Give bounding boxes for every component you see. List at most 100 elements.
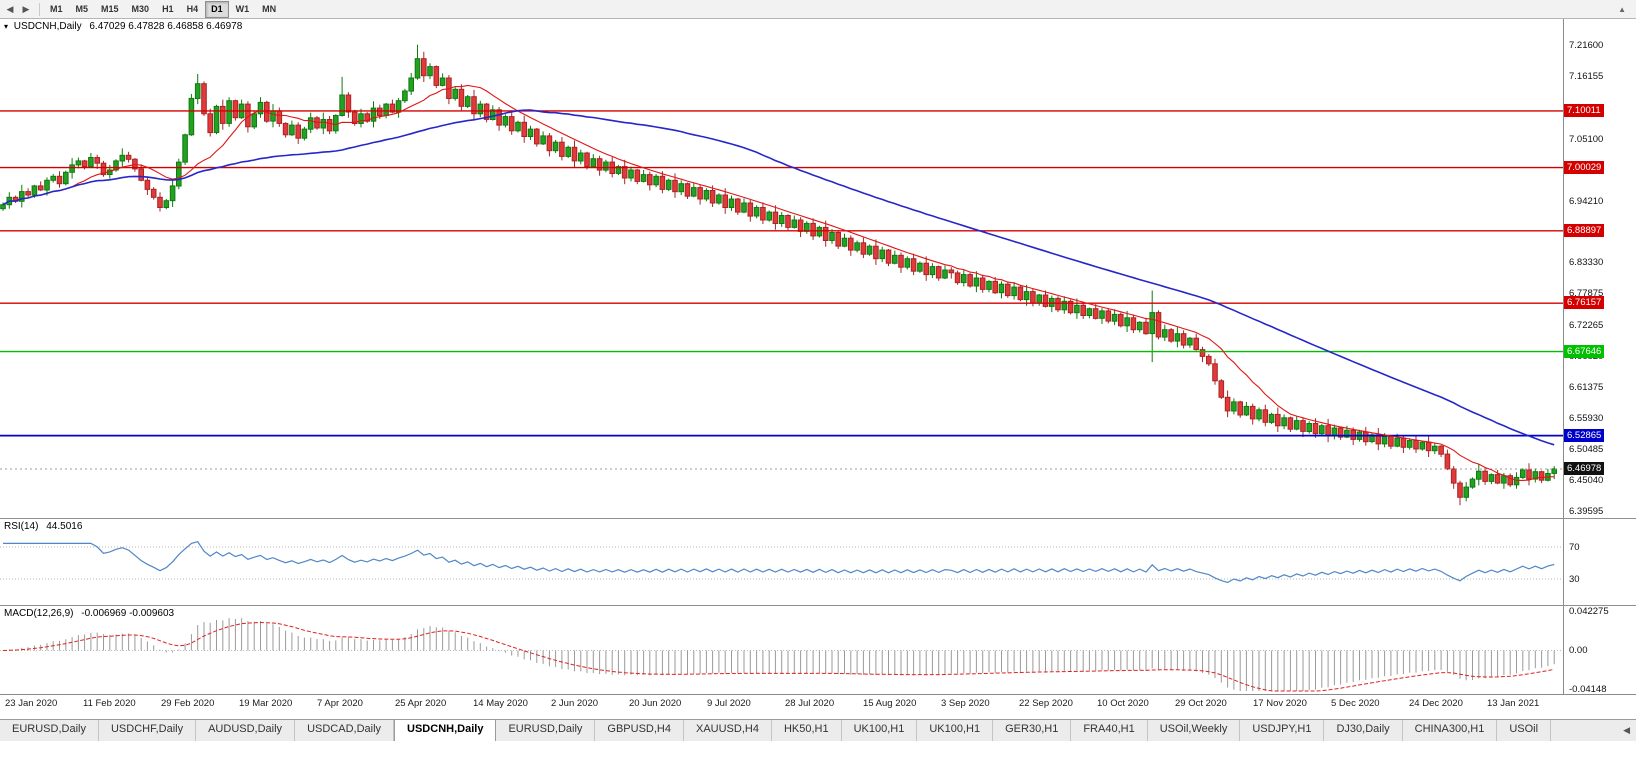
time-axis[interactable]: 23 Jan 2020 11 Feb 2020 29 Feb 2020 19 Mar … <box>0 694 1636 713</box>
timeframe-button-m5[interactable]: M5 <box>75 3 89 14</box>
macd-label: MACD(12,26,9) -0.006969 -0.009603 <box>4 608 174 619</box>
date-label: 9 Jul 2020 <box>707 698 751 709</box>
hline-price-badge: 6.67646 <box>1564 345 1605 358</box>
timeframe-button-m1[interactable]: M1 <box>50 3 63 14</box>
timeframe-button-d1[interactable]: D1 <box>205 0 229 18</box>
price-axis-tick: 6.61375 <box>1569 382 1604 393</box>
price-axis[interactable]: 7.21600 7.16155 7.05100 6.94210 6.83330 6.778… <box>1563 19 1636 518</box>
chart-tab[interactable]: UK100,H1 <box>917 720 994 741</box>
macd-axis: 0.042275 0.00 -0.04148 <box>1563 606 1636 695</box>
timeframe-button-w1[interactable]: W1 <box>235 3 250 14</box>
timeframe-button-mn[interactable]: MN <box>262 3 277 14</box>
price-axis-tick: 6.72265 <box>1569 320 1604 331</box>
rsi-axis-tick: 70 <box>1569 542 1580 553</box>
hline-price-badge: 7.00029 <box>1564 161 1605 174</box>
price-axis-tick: 6.39595 <box>1569 506 1604 517</box>
macd-axis-tick: 0.00 <box>1569 645 1588 656</box>
price-axis-tick: 6.94210 <box>1569 196 1604 207</box>
date-label: 22 Sep 2020 <box>1019 698 1073 709</box>
chart-tab-bar: EURUSD,Daily USDCHF,Daily AUDUSD,Daily USDC… <box>0 719 1636 741</box>
chart-tab[interactable]: UK100,H1 <box>841 720 918 741</box>
chart-tab[interactable]: USOil,Weekly <box>1147 720 1241 741</box>
hline-price-badge: 6.52865 <box>1564 429 1605 442</box>
timeframe-button-h4[interactable]: H4 <box>186 3 199 14</box>
price-chart[interactable] <box>0 19 1563 523</box>
macd-axis-tick: -0.04148 <box>1569 684 1607 695</box>
date-label: 13 Jan 2021 <box>1487 698 1540 709</box>
timeframe-button-h1[interactable]: H1 <box>162 3 174 14</box>
price-axis-tick: 6.45040 <box>1569 475 1604 486</box>
date-label: 5 Dec 2020 <box>1331 698 1380 709</box>
chart-tab[interactable]: HK50,H1 <box>771 720 842 741</box>
rsi-chart[interactable] <box>0 519 1563 610</box>
timeframe-buttons: M1 M5 M15 M30 H1 H4 D1 W1 MN <box>44 0 283 18</box>
date-label: 29 Feb 2020 <box>161 698 215 709</box>
chart-tab[interactable]: EURUSD,Daily <box>0 720 99 741</box>
chart-symbol-header: ▾ USDCNH,Daily 6.47029 6.47828 6.46858 6… <box>4 21 242 32</box>
date-label: 19 Mar 2020 <box>239 698 293 709</box>
tab-scroll-left-icon[interactable]: ◀ <box>1620 725 1633 736</box>
timeframe-button-m30[interactable]: M30 <box>131 3 150 14</box>
date-label: 2 Jun 2020 <box>551 698 599 709</box>
chart-symbol: USDCNH,Daily <box>13 21 82 32</box>
date-label: 23 Jan 2020 <box>5 698 58 709</box>
rsi-axis: 70 30 <box>1563 519 1636 605</box>
chart-tab[interactable]: EURUSD,Daily <box>496 720 596 741</box>
price-axis-tick: 6.77875 <box>1569 288 1604 299</box>
hline-price-badge: 7.10011 <box>1564 104 1604 117</box>
rsi-title: RSI(14) <box>4 521 39 532</box>
date-label: 17 Nov 2020 <box>1253 698 1307 709</box>
symbol-dropdown-icon: ▾ <box>4 22 9 31</box>
hline-price-badge: 6.76157 <box>1564 296 1605 309</box>
price-axis-tick: 6.50485 <box>1569 444 1604 455</box>
date-label: 10 Oct 2020 <box>1097 698 1149 709</box>
date-label: 7 Apr 2020 <box>317 698 363 709</box>
current-price-badge: 6.46978 <box>1564 462 1605 475</box>
date-label: 20 Jun 2020 <box>629 698 682 709</box>
toolbar-separator <box>39 2 40 16</box>
timeframe-toolbar: ◀ ▶ M1 M5 M15 M30 H1 H4 D1 W1 MN ▲ <box>0 0 1636 19</box>
chart-tab[interactable]: GER30,H1 <box>993 720 1072 741</box>
macd-chart-svg <box>0 618 1563 692</box>
rsi-label: RSI(14) 44.5016 <box>4 521 82 532</box>
chart-tab[interactable]: USDCNH,Daily <box>394 720 497 741</box>
date-label: 25 Apr 2020 <box>395 698 447 709</box>
chart-tab[interactable]: USDJPY,H1 <box>1240 720 1325 741</box>
price-chart-svg <box>0 44 1563 506</box>
macd-axis-tick: 0.042275 <box>1569 606 1609 617</box>
chart-tab[interactable]: USDCAD,Daily <box>295 720 395 741</box>
date-label: 11 Feb 2020 <box>83 698 136 709</box>
chart-tab[interactable]: DJ30,Daily <box>1324 720 1403 741</box>
chart-shift-icon[interactable]: ◀ <box>6 4 14 14</box>
chart-tab[interactable]: CHINA300,H1 <box>1402 720 1498 741</box>
date-label: 28 Jul 2020 <box>785 698 835 709</box>
bottom-spacer <box>0 713 1636 719</box>
macd-panel: 0.042275 0.00 -0.04148 MACD(12,26,9) -0.00… <box>0 605 1636 695</box>
timeframe-button-m15[interactable]: M15 <box>101 3 119 14</box>
price-axis-tick: 7.21600 <box>1569 40 1604 51</box>
price-axis-tick: 7.16155 <box>1569 71 1604 82</box>
chart-ohlc-values: 6.47029 6.47828 6.46858 6.46978 <box>89 21 243 32</box>
chart-tab[interactable]: USOil <box>1497 720 1552 741</box>
hline-price-badge: 6.88897 <box>1564 224 1605 237</box>
macd-values: -0.006969 -0.009603 <box>81 608 175 619</box>
chart-tab[interactable]: XAUUSD,H4 <box>683 720 772 741</box>
macd-chart[interactable] <box>0 606 1563 699</box>
date-label: 24 Dec 2020 <box>1409 698 1463 709</box>
macd-title: MACD(12,26,9) <box>4 608 74 619</box>
auto-scroll-icon[interactable]: ▶ <box>22 4 30 14</box>
chart-tab[interactable]: FRA40,H1 <box>1071 720 1148 741</box>
price-axis-tick: 7.05100 <box>1569 134 1604 145</box>
chart-tab[interactable]: GBPUSD,H4 <box>595 720 684 741</box>
date-label: 29 Oct 2020 <box>1175 698 1227 709</box>
price-chart-panel: 7.21600 7.16155 7.05100 6.94210 6.83330 6.778… <box>0 19 1636 518</box>
rsi-chart-svg <box>0 541 1563 584</box>
rsi-axis-tick: 30 <box>1569 574 1580 585</box>
chart-tab[interactable]: USDCHF,Daily <box>98 720 197 741</box>
date-label: 3 Sep 2020 <box>941 698 990 709</box>
rsi-panel: 70 30 RSI(14) 44.5016 <box>0 518 1636 605</box>
chart-tab[interactable]: AUDUSD,Daily <box>196 720 296 741</box>
date-label: 15 Aug 2020 <box>863 698 917 709</box>
collapse-panel-icon[interactable]: ▲ <box>1618 4 1626 14</box>
